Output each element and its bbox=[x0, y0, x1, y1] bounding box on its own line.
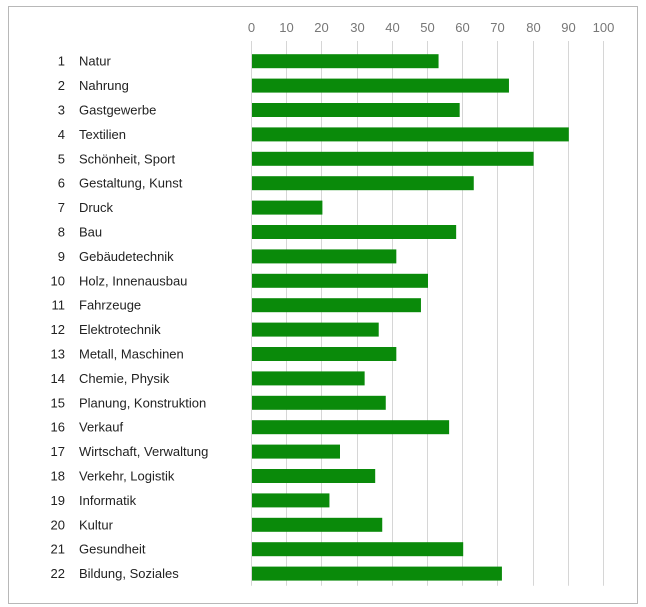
category-label: Bildung, Soziales bbox=[79, 566, 179, 581]
category-number: 21 bbox=[51, 542, 65, 557]
category-label: Wirtschaft, Verwaltung bbox=[79, 444, 208, 459]
x-tick-label: 40 bbox=[385, 20, 399, 35]
bar bbox=[252, 127, 569, 142]
category-label: Gastgewerbe bbox=[79, 103, 156, 118]
category-label: Planung, Konstruktion bbox=[79, 395, 206, 410]
category-label: Verkauf bbox=[79, 420, 123, 435]
x-tick-label: 20 bbox=[314, 20, 328, 35]
bar-chart: 0 10 20 30 40 50 60 70 80 90 100 1 Natur 2 Nahrung 3 Ga… bbox=[51, 20, 614, 586]
bar bbox=[252, 542, 464, 557]
category-label: Kultur bbox=[79, 517, 114, 532]
category-number: 7 bbox=[58, 200, 65, 215]
category-label: Druck bbox=[79, 200, 113, 215]
category-number: 12 bbox=[51, 322, 65, 337]
category-number: 1 bbox=[58, 54, 65, 69]
bars bbox=[252, 54, 569, 581]
bar bbox=[252, 298, 421, 313]
x-tick-label: 60 bbox=[455, 20, 469, 35]
x-tick-label: 10 bbox=[279, 20, 293, 35]
bar bbox=[252, 273, 428, 288]
bar bbox=[252, 225, 457, 239]
bar bbox=[252, 54, 439, 69]
bar bbox=[252, 566, 502, 581]
category-label: Schönheit, Sport bbox=[79, 151, 176, 166]
x-tick-label: 50 bbox=[420, 20, 434, 35]
category-number: 22 bbox=[51, 566, 65, 581]
bar bbox=[252, 469, 376, 483]
bar bbox=[252, 517, 383, 532]
x-tick-label: 30 bbox=[350, 20, 364, 35]
category-label: Gestaltung, Kunst bbox=[79, 176, 183, 191]
bar bbox=[252, 78, 509, 93]
category-label: Fahrzeuge bbox=[79, 298, 141, 313]
category-label: Natur bbox=[79, 54, 111, 69]
category-labels: 1 Natur 2 Nahrung 3 Gastgewerbe 4 Textilien 5 Sch… bbox=[51, 54, 209, 581]
category-number: 3 bbox=[58, 103, 65, 118]
category-number: 13 bbox=[51, 347, 65, 362]
bar bbox=[252, 200, 323, 215]
category-number: 4 bbox=[58, 127, 65, 142]
bar bbox=[252, 420, 450, 435]
category-number: 20 bbox=[51, 517, 65, 532]
category-label: Gesundheit bbox=[79, 542, 146, 557]
bar bbox=[252, 103, 460, 117]
chart-frame: 0 10 20 30 40 50 60 70 80 90 100 1 Natur 2 Nahrung 3 Ga… bbox=[8, 6, 638, 604]
category-label: Nahrung bbox=[79, 78, 129, 93]
x-tick-label: 90 bbox=[561, 20, 575, 35]
bar bbox=[252, 395, 386, 410]
category-number: 17 bbox=[51, 444, 65, 459]
category-number: 16 bbox=[51, 420, 65, 435]
category-label: Metall, Maschinen bbox=[79, 347, 184, 362]
x-axis-ticks: 0 10 20 30 40 50 60 70 80 90 100 bbox=[248, 20, 614, 35]
bar bbox=[252, 249, 397, 264]
bar bbox=[252, 493, 330, 508]
bar bbox=[252, 371, 365, 386]
category-number: 9 bbox=[58, 249, 65, 264]
category-number: 2 bbox=[58, 78, 65, 93]
category-label: Informatik bbox=[79, 493, 137, 508]
bar bbox=[252, 322, 379, 337]
bar bbox=[252, 347, 397, 361]
bar bbox=[252, 444, 340, 459]
category-label: Chemie, Physik bbox=[79, 371, 170, 386]
x-tick-label: 80 bbox=[526, 20, 540, 35]
category-label: Elektrotechnik bbox=[79, 322, 161, 337]
category-number: 18 bbox=[51, 469, 65, 484]
category-label: Gebäudetechnik bbox=[79, 249, 174, 264]
category-number: 5 bbox=[58, 151, 65, 166]
category-number: 14 bbox=[51, 371, 65, 386]
category-number: 11 bbox=[52, 298, 66, 313]
x-tick-label: 70 bbox=[490, 20, 504, 35]
category-number: 10 bbox=[51, 273, 65, 288]
category-label: Holz, Innenausbau bbox=[79, 273, 187, 288]
bar bbox=[252, 176, 474, 191]
category-number: 19 bbox=[51, 493, 65, 508]
x-tick-label: 0 bbox=[248, 20, 255, 35]
category-number: 6 bbox=[58, 176, 65, 191]
category-label: Verkehr, Logistik bbox=[79, 469, 175, 484]
category-number: 15 bbox=[51, 395, 65, 410]
bar bbox=[252, 151, 534, 166]
x-tick-label: 100 bbox=[593, 20, 615, 35]
category-number: 8 bbox=[58, 225, 65, 240]
category-label: Textilien bbox=[79, 127, 126, 142]
category-label: Bau bbox=[79, 225, 102, 240]
